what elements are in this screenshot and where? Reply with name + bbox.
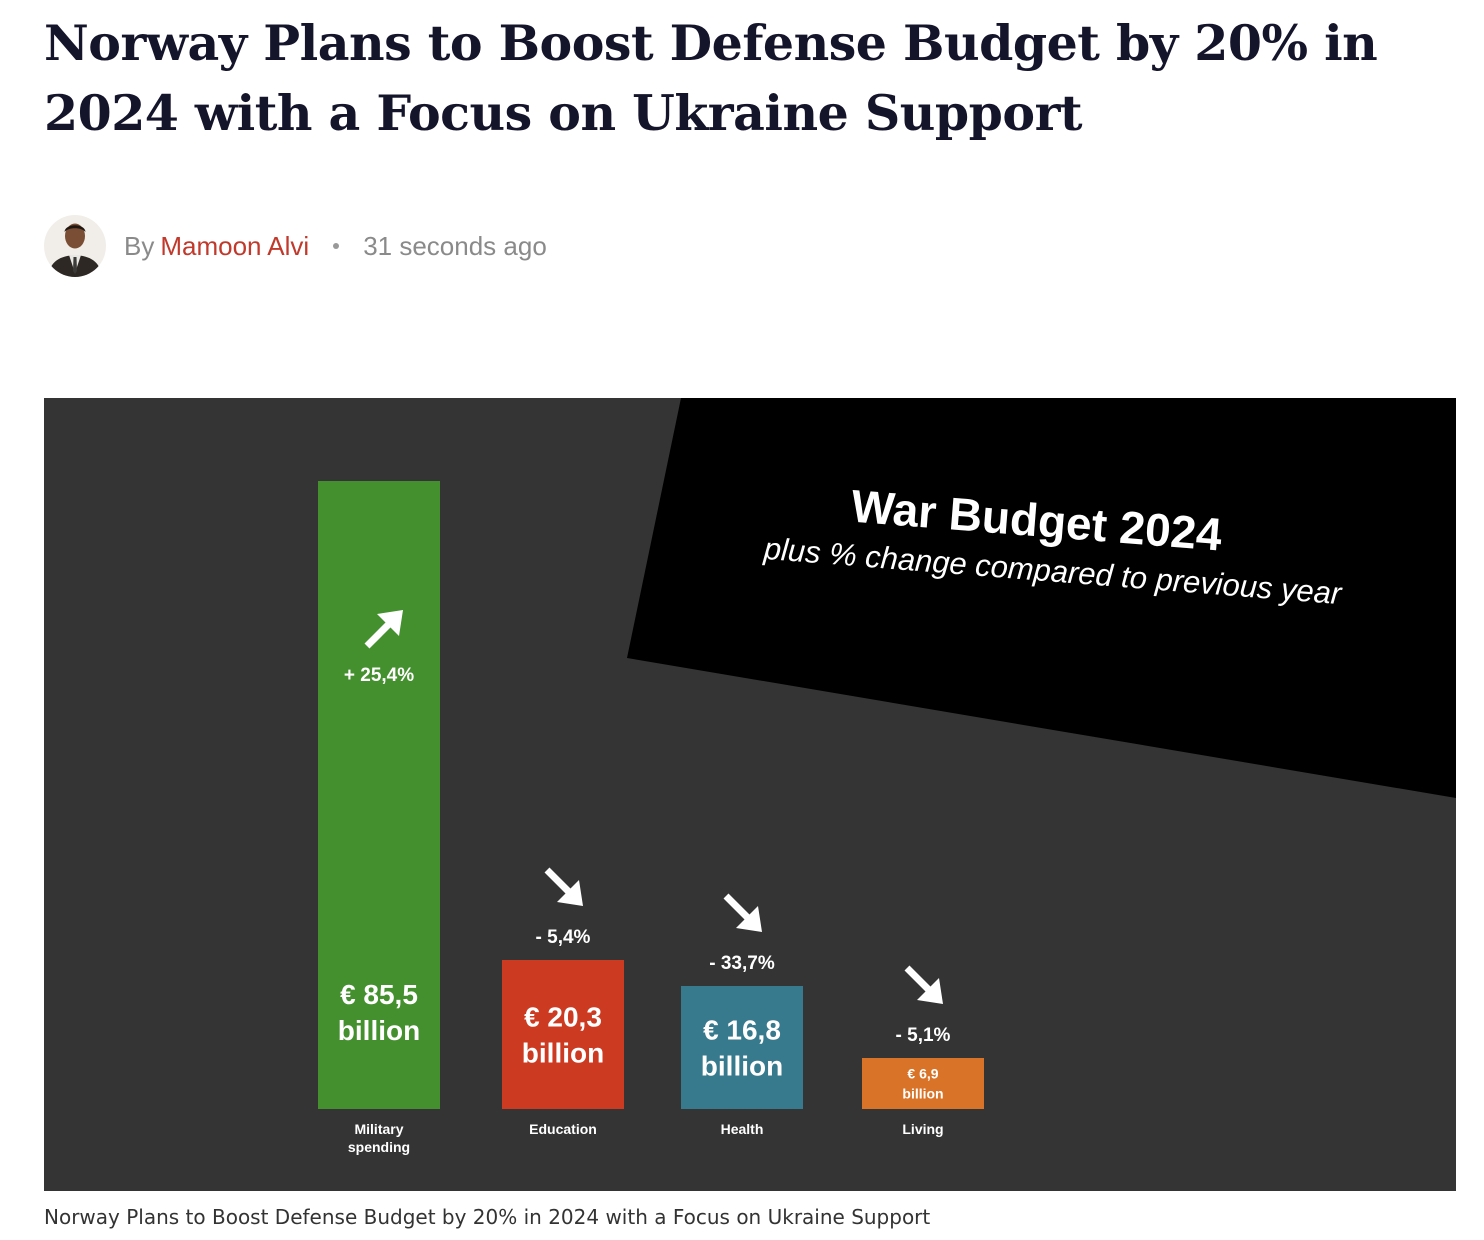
bar-unit-label-living: billion	[902, 1085, 943, 1101]
category-label-living: Living	[902, 1121, 943, 1137]
bar-education	[502, 960, 624, 1109]
change-label-living: - 5,1%	[896, 1025, 951, 1046]
bar-unit-label-health: billion	[701, 1050, 783, 1081]
bar-value-label-education: € 20,3	[524, 1001, 602, 1032]
change-label-education: - 5,4%	[536, 927, 591, 948]
bar-living	[862, 1058, 984, 1109]
bar-health	[681, 986, 803, 1109]
bar-value-label-military-spending: € 85,5	[340, 979, 418, 1010]
publish-time: 31 seconds ago	[363, 230, 547, 261]
author-link[interactable]: Mamoon Alvi	[160, 230, 310, 261]
byline: By Mamoon Alvi 31 seconds ago	[44, 214, 744, 278]
bar-value-label-living: € 6,9	[907, 1065, 938, 1081]
budget-bar-chart: War Budget 2024 plus % change compared t…	[318, 398, 1456, 1155]
bar-unit-label-education: billion	[522, 1037, 604, 1068]
arrow-up-icon-military-spending-shaft	[364, 621, 392, 649]
arrow-down-icon-living-shaft	[904, 965, 932, 993]
category-label-military-spending: Military	[354, 1121, 403, 1137]
category-label-military-spending-line2: spending	[348, 1139, 410, 1155]
bar-military-spending	[318, 481, 440, 1109]
change-label-health: - 33,7%	[709, 953, 775, 974]
image-caption: Norway Plans to Boost Defense Budget by …	[44, 1205, 931, 1229]
arrow-down-icon-living-head	[917, 978, 943, 1004]
category-label-education: Education	[529, 1121, 597, 1137]
change-label-military-spending: + 25,4%	[344, 665, 414, 686]
byline-separator-dot	[333, 243, 340, 249]
bar-value-label-health: € 16,8	[703, 1014, 781, 1045]
bar-unit-label-military-spending: billion	[338, 1015, 420, 1046]
byline-by-label: By	[124, 230, 155, 261]
arrow-up-icon-military-spending-head	[377, 610, 403, 636]
arrow-down-icon-education-shaft	[544, 867, 572, 895]
category-label-health: Health	[721, 1121, 764, 1137]
title-banner	[627, 398, 1456, 798]
featured-image-chart[interactable]: War Budget 2024 plus % change compared t…	[44, 398, 1456, 1191]
article-title: Norway Plans to Boost Defense Budget by …	[44, 14, 1378, 142]
arrow-down-icon-health-shaft	[723, 893, 751, 921]
arrow-down-icon-education-head	[557, 880, 583, 906]
arrow-down-icon-health-head	[736, 906, 762, 932]
author-avatar[interactable]	[44, 215, 106, 277]
